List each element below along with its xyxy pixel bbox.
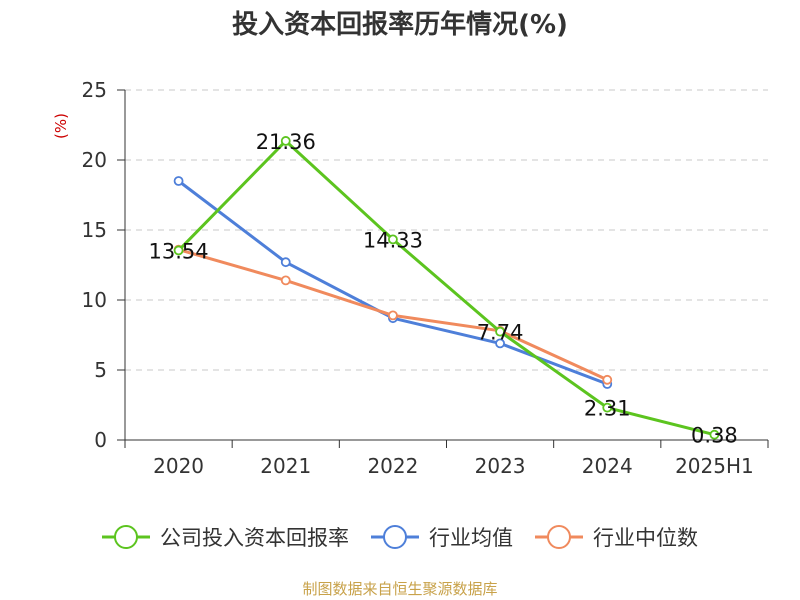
x-tick-label: 2021 [260, 454, 311, 478]
data-label: 21.36 [256, 130, 316, 154]
data-point [495, 326, 505, 337]
x-tick-label: 2024 [582, 454, 633, 478]
x-tick-label: 2023 [475, 454, 526, 478]
source-note: 制图数据来自恒生聚源数据库 [302, 580, 497, 598]
legend-item[interactable]: 公司投入资本回报率 [102, 525, 349, 550]
y-tick-label: 25 [82, 78, 107, 102]
legend-item[interactable]: 行业均值 [371, 525, 513, 550]
data-labels: 13.54 21.36 14.33 7.74 2.31 0.38 [149, 130, 738, 448]
data-point [173, 245, 184, 256]
legend-label: 行业中位数 [593, 526, 698, 550]
legend-marker [114, 525, 138, 549]
y-tick-label: 0 [94, 428, 107, 452]
data-point [280, 257, 291, 268]
data-label: 2.31 [584, 397, 631, 421]
data-label: 13.54 [149, 239, 209, 263]
data-label: 7.74 [477, 321, 524, 345]
data-label: 14.33 [363, 228, 423, 252]
gridlines [125, 89, 768, 371]
data-point [280, 136, 291, 146]
legend-item[interactable]: 行业中位数 [535, 525, 698, 550]
data-label: 0.38 [691, 424, 738, 448]
legend-marker [547, 525, 571, 549]
y-tick-label: 15 [82, 218, 107, 242]
data-point [602, 402, 613, 413]
data-point [495, 338, 505, 349]
data-point [173, 176, 184, 186]
axes: 0 5 10 15 20 25 2020 2021 2022 2023 2024 2025H1 [82, 78, 769, 478]
data-point [388, 234, 398, 245]
x-tick-label: 2022 [367, 454, 418, 478]
legend-marker [383, 525, 407, 549]
series-lines [173, 136, 720, 440]
data-point [602, 374, 613, 385]
chart-title: 投入资本回报率历年情况(%) [232, 9, 568, 40]
x-tick-label: 2020 [153, 454, 204, 478]
data-point [709, 429, 720, 440]
y-tick-label: 5 [94, 358, 107, 382]
data-point [388, 310, 398, 321]
y-tick-label: 20 [82, 148, 107, 172]
series-line [177, 179, 608, 386]
y-tick-label: 10 [82, 288, 107, 312]
series-line [177, 139, 715, 437]
legend[interactable]: 公司投入资本回报率 行业均值 行业中位数 [102, 525, 698, 550]
legend-label: 公司投入资本回报率 [160, 526, 349, 550]
x-tick-label: 2025H1 [675, 454, 754, 478]
y-axis-label: (%) [52, 113, 70, 139]
legend-label: 行业均值 [429, 526, 513, 550]
data-point [280, 275, 291, 286]
